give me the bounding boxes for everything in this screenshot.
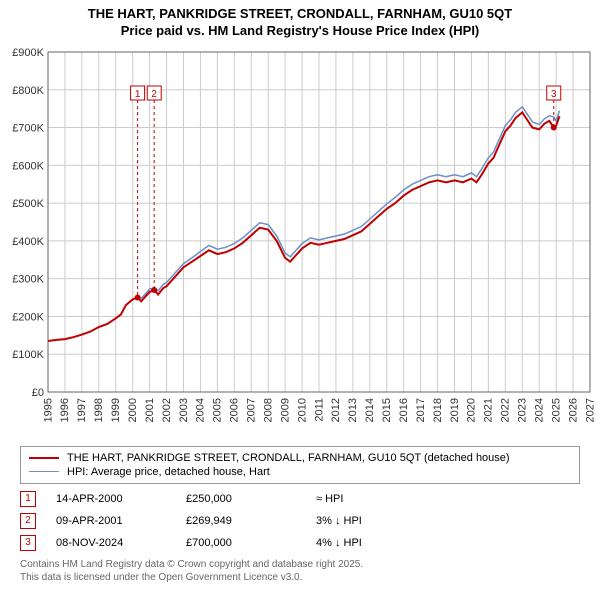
sale-delta: 3% ↓ HPI: [316, 515, 456, 527]
sale-badge: 3: [20, 535, 36, 551]
svg-text:2026: 2026: [567, 398, 579, 422]
svg-text:1999: 1999: [110, 398, 122, 422]
svg-text:2001: 2001: [144, 398, 156, 422]
title-line-1: THE HART, PANKRIDGE STREET, CRONDALL, FA…: [0, 6, 600, 23]
svg-text:£0: £0: [32, 387, 44, 399]
svg-text:2012: 2012: [330, 398, 342, 422]
svg-text:1997: 1997: [76, 398, 88, 422]
svg-text:£700K: £700K: [12, 122, 44, 134]
legend-item: THE HART, PANKRIDGE STREET, CRONDALL, FA…: [29, 451, 571, 465]
chart-title: THE HART, PANKRIDGE STREET, CRONDALL, FA…: [0, 0, 600, 42]
svg-text:£600K: £600K: [12, 160, 44, 172]
svg-text:2017: 2017: [415, 398, 427, 422]
svg-text:2003: 2003: [178, 398, 190, 422]
svg-text:2016: 2016: [398, 398, 410, 422]
svg-text:£400K: £400K: [12, 236, 44, 248]
svg-text:2021: 2021: [483, 398, 495, 422]
svg-text:£300K: £300K: [12, 273, 44, 285]
legend-swatch: [29, 457, 59, 459]
svg-text:1: 1: [135, 89, 141, 100]
svg-text:1995: 1995: [42, 398, 54, 422]
svg-text:2008: 2008: [262, 398, 274, 422]
sale-price: £250,000: [186, 493, 296, 505]
svg-text:2027: 2027: [584, 398, 596, 422]
title-line-2: Price paid vs. HM Land Registry's House …: [0, 23, 600, 40]
sale-badge: 2: [20, 513, 36, 529]
sales-table: 1 14-APR-2000 £250,000 ≈ HPI 2 09-APR-2001 £26…: [20, 488, 580, 554]
sale-row: 1 14-APR-2000 £250,000 ≈ HPI: [20, 488, 580, 510]
legend-swatch: [29, 471, 59, 472]
sale-date: 08-NOV-2024: [56, 537, 166, 549]
legend-label: HPI: Average price, detached house, Hart: [67, 466, 270, 478]
sale-row: 3 08-NOV-2024 £700,000 4% ↓ HPI: [20, 532, 580, 554]
sale-price: £269,949: [186, 515, 296, 527]
attribution: Contains HM Land Registry data © Crown c…: [20, 558, 580, 584]
attribution-line-1: Contains HM Land Registry data © Crown c…: [20, 558, 580, 571]
svg-text:2018: 2018: [432, 398, 444, 422]
sale-badge: 1: [20, 491, 36, 507]
svg-text:2010: 2010: [296, 398, 308, 422]
svg-text:£500K: £500K: [12, 198, 44, 210]
svg-text:2002: 2002: [161, 398, 173, 422]
svg-text:2009: 2009: [279, 398, 291, 422]
legend-item: HPI: Average price, detached house, Hart: [29, 465, 571, 479]
svg-text:2022: 2022: [500, 398, 512, 422]
price-chart: £0 £100K £200K £300K £400K £500K £600K £700K £80…: [0, 42, 600, 442]
svg-text:2023: 2023: [517, 398, 529, 422]
svg-text:3: 3: [551, 89, 557, 100]
svg-text:2015: 2015: [381, 398, 393, 422]
sale-delta: 4% ↓ HPI: [316, 537, 456, 549]
svg-text:2025: 2025: [550, 398, 562, 422]
svg-text:2007: 2007: [246, 398, 258, 422]
svg-text:£900K: £900K: [12, 47, 44, 59]
svg-text:2024: 2024: [533, 398, 545, 422]
sale-date: 09-APR-2001: [56, 515, 166, 527]
svg-text:£100K: £100K: [12, 349, 44, 361]
svg-text:2004: 2004: [195, 398, 207, 422]
legend: THE HART, PANKRIDGE STREET, CRONDALL, FA…: [20, 446, 580, 484]
sale-row: 2 09-APR-2001 £269,949 3% ↓ HPI: [20, 510, 580, 532]
attribution-line-2: This data is licensed under the Open Gov…: [20, 571, 580, 584]
sale-price: £700,000: [186, 537, 296, 549]
legend-label: THE HART, PANKRIDGE STREET, CRONDALL, FA…: [67, 452, 510, 464]
svg-text:2013: 2013: [347, 398, 359, 422]
svg-text:1996: 1996: [59, 398, 71, 422]
svg-text:2006: 2006: [229, 398, 241, 422]
svg-text:2014: 2014: [364, 398, 376, 422]
sale-delta: ≈ HPI: [316, 493, 456, 505]
svg-text:2005: 2005: [212, 398, 224, 422]
svg-text:2020: 2020: [466, 398, 478, 422]
svg-text:2: 2: [151, 89, 157, 100]
svg-text:£200K: £200K: [12, 311, 44, 323]
svg-text:2011: 2011: [313, 398, 325, 422]
sale-date: 14-APR-2000: [56, 493, 166, 505]
svg-text:2019: 2019: [449, 398, 461, 422]
svg-text:£800K: £800K: [12, 85, 44, 97]
svg-text:1998: 1998: [93, 398, 105, 422]
svg-text:2000: 2000: [127, 398, 139, 422]
